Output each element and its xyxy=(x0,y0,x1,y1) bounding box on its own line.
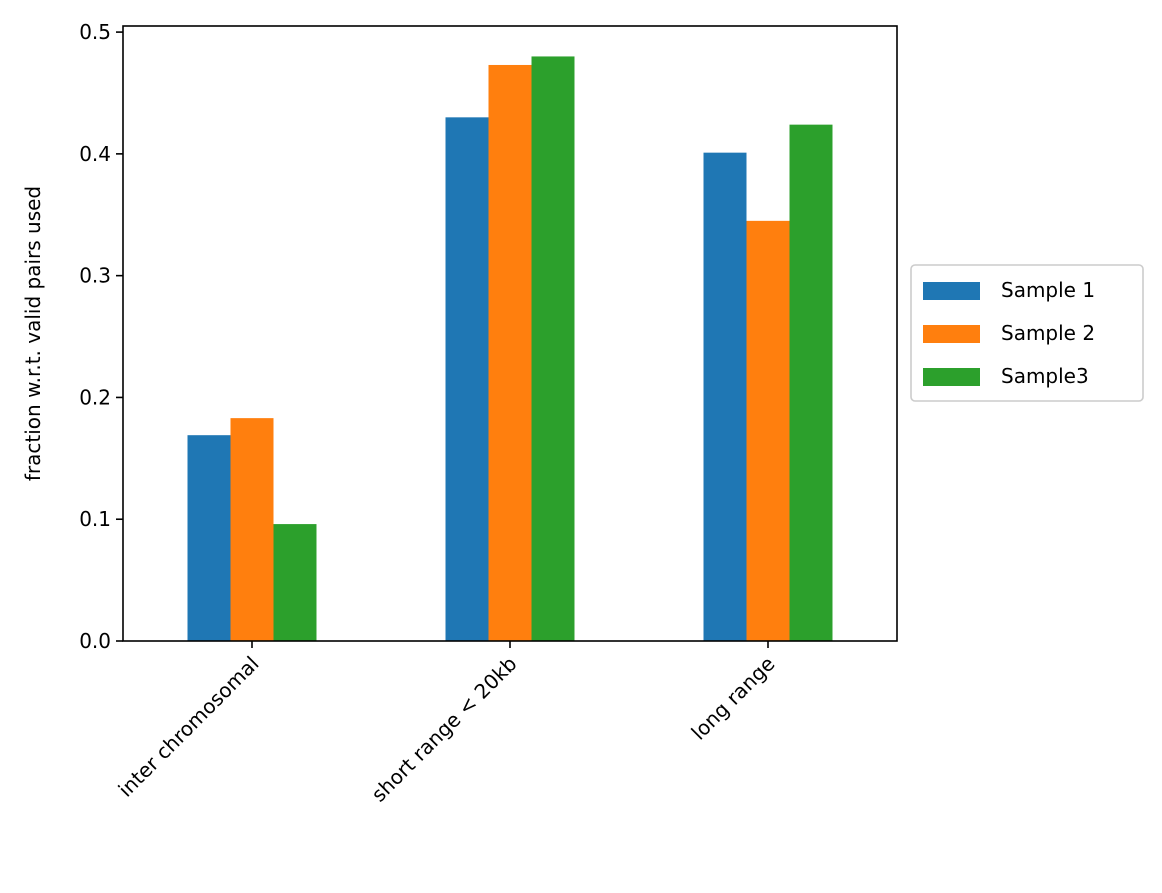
y-tick-label: 0.4 xyxy=(79,142,111,166)
x-axis: inter chromosomal short range < 20kb long … xyxy=(113,641,780,807)
legend-swatch-2 xyxy=(923,325,980,343)
legend-label-3: Sample3 xyxy=(1001,364,1089,388)
bar-3-1 xyxy=(273,524,317,641)
y-axis: 0.0 0.1 0.2 0.3 0.4 0.5 xyxy=(79,20,123,653)
bar-2-2 xyxy=(488,64,532,642)
legend: Sample 1 Sample 2 Sample3 xyxy=(910,264,1144,402)
x-tick-label: inter chromosomal xyxy=(113,652,263,802)
x-tick-label: long range xyxy=(686,652,779,745)
bar-2-1 xyxy=(230,418,274,641)
bar-3-3 xyxy=(789,124,833,642)
legend-swatch-1 xyxy=(923,282,980,300)
y-axis-label: fraction w.r.t. valid pairs used xyxy=(21,186,45,481)
legend-swatch-3 xyxy=(923,368,980,386)
bar-1-2 xyxy=(445,117,489,642)
y-tick-label: 0.0 xyxy=(79,629,111,653)
x-tick-label: short range < 20kb xyxy=(367,652,522,807)
y-tick-label: 0.1 xyxy=(79,507,111,531)
bar-1-1 xyxy=(187,435,231,641)
y-tick-label: 0.2 xyxy=(79,385,111,409)
legend-label-2: Sample 2 xyxy=(1001,321,1095,345)
bars-layer xyxy=(187,56,833,642)
bar-2-3 xyxy=(746,220,790,641)
bar-1-3 xyxy=(703,152,747,641)
legend-label-1: Sample 1 xyxy=(1001,278,1095,302)
y-tick-label: 0.3 xyxy=(79,264,111,288)
bar-3-2 xyxy=(531,56,575,641)
y-tick-label: 0.5 xyxy=(79,20,111,44)
